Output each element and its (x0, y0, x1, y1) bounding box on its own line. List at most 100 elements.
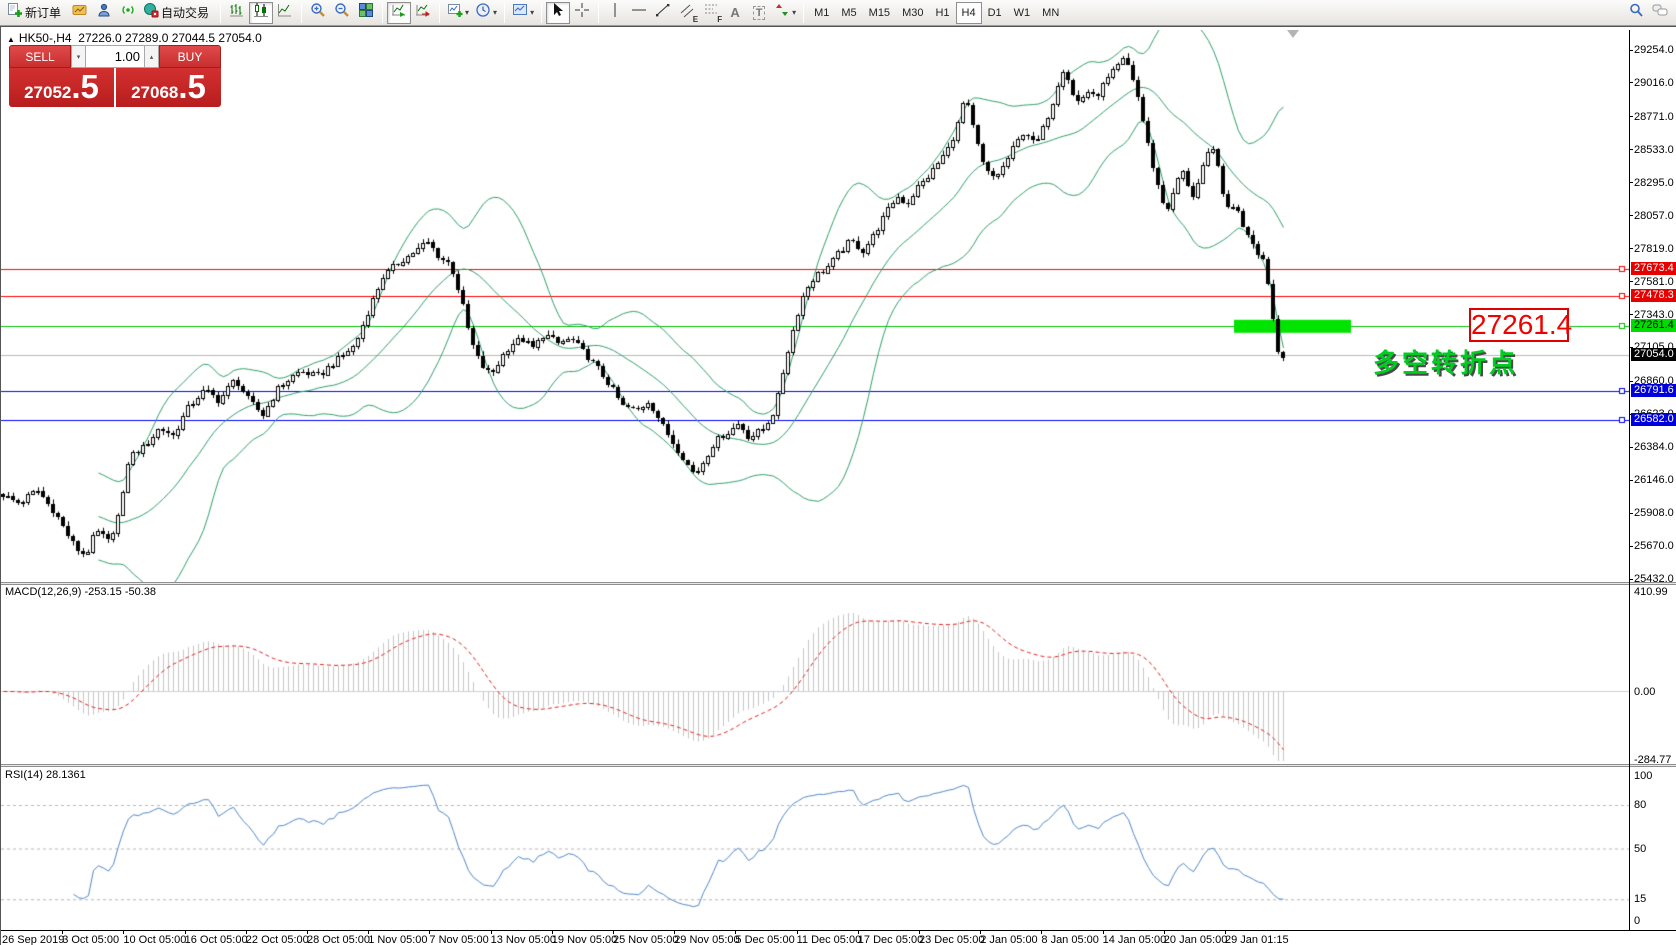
turning-point-note[interactable]: 多空转折点 (1373, 348, 1519, 378)
price-axis-tickmark (1629, 248, 1633, 250)
price-axis-label: 27819.0 (1634, 242, 1674, 255)
time-axis-tickmark (307, 931, 308, 934)
time-axis-label: 5 Dec 05:00 (735, 934, 795, 945)
tf-mn[interactable]: MN (1042, 6, 1060, 19)
time-axis[interactable]: 26 Sep 2019 3 Oct 05:00 10 Oct 05:00 16 Oct… (1, 930, 1676, 945)
price-callout-annotation[interactable]: 27261.4 (1469, 308, 1573, 342)
zoom-out-button[interactable] (330, 2, 354, 24)
channel-letter: E (692, 14, 699, 24)
price-axis-label: 29016.0 (1634, 76, 1674, 89)
tf-m15[interactable]: M15 (868, 6, 891, 19)
buy-price-button[interactable]: 27068.5 (116, 68, 221, 107)
tile-windows-icon (358, 2, 374, 23)
price-axis-label: 25908.0 (1634, 507, 1674, 520)
rsi-axis-label: 15 (1634, 893, 1647, 906)
tf-m1[interactable]: M1 (814, 6, 830, 19)
level-price-badge: 27261.4 (1631, 319, 1676, 333)
bar-chart-icon (229, 2, 245, 23)
time-axis-label: 11 Dec 05:00 (796, 934, 862, 945)
tf-h1[interactable]: H1 (935, 6, 950, 19)
buy-price-main: 27068 (131, 83, 179, 102)
buy-button[interactable]: BUY (159, 45, 221, 68)
pane-splitter[interactable] (1, 582, 1676, 585)
signals-button[interactable] (116, 2, 140, 24)
tf-m30[interactable]: M30 (902, 6, 924, 19)
price-axis-label: 28771.0 (1634, 110, 1674, 123)
pane-splitter[interactable] (1, 764, 1676, 767)
time-axis-tickmark (123, 931, 125, 934)
time-axis-tickmark (1163, 931, 1165, 934)
macd-canvas[interactable] (1, 585, 1629, 764)
candlestick-chart-button[interactable] (249, 1, 274, 24)
tf-h4[interactable]: H4 (955, 1, 982, 24)
volume-down-button[interactable]: ▾ (71, 45, 86, 68)
auto-scroll-button[interactable] (387, 1, 412, 24)
dropdown-arrow-icon: ▾ (493, 8, 498, 17)
price-axis-tickmark (1629, 545, 1633, 547)
tf-m5[interactable]: M5 (841, 6, 857, 19)
fibonacci-button[interactable]: F (699, 2, 723, 24)
timeframe-group: M1 M5 M15 M30 H1 H4 D1 W1 MN (808, 0, 1065, 26)
crosshair-button[interactable] (570, 2, 594, 24)
price-axis-label: 29254.0 (1634, 44, 1674, 56)
sell-price-button[interactable]: 27052.5 (9, 68, 114, 107)
fibonacci-icon (703, 2, 719, 23)
sell-button[interactable]: SELL (9, 45, 71, 68)
chart-shift-button[interactable] (411, 2, 435, 24)
volume-up-button[interactable]: ▴ (144, 45, 159, 68)
channel-button[interactable]: E (675, 2, 699, 24)
new-chart-button[interactable]: ▾ (444, 2, 472, 24)
price-axis-label: 27343.0 (1634, 308, 1674, 321)
auto-trading-button[interactable]: 自动交易 (140, 2, 216, 24)
rsi-indicator-label: RSI(14) 28.1361 (5, 769, 86, 781)
cursor-button[interactable] (546, 1, 571, 24)
vertical-line-button[interactable] (603, 2, 627, 24)
price-axis-tickmark (1629, 380, 1633, 382)
time-axis-label: 29 Nov 05:00 (674, 934, 740, 945)
templates-button[interactable]: ▾ (509, 2, 537, 24)
periods-button[interactable]: ▾ (472, 2, 500, 24)
fibo-letter: F (717, 14, 723, 24)
price-chart-canvas[interactable] (1, 30, 1629, 582)
time-axis-label: 8 Jan 05:00 (1041, 934, 1099, 945)
tf-w1[interactable]: W1 (1013, 6, 1031, 19)
new-order-button[interactable]: 新订单 (4, 2, 68, 24)
tile-windows-button[interactable] (354, 2, 378, 24)
time-axis-label: 17 Dec 05:00 (857, 934, 924, 945)
level-price-badge: 26582.0 (1631, 413, 1676, 427)
search-button[interactable] (1624, 2, 1648, 24)
chat-button[interactable] (1648, 2, 1672, 24)
text-button[interactable]: A (723, 2, 747, 24)
time-axis-label: 26 Sep 2019 (2, 934, 65, 945)
time-axis-tickmark (919, 931, 920, 934)
template-icon (512, 2, 528, 23)
collapse-arrow-icon[interactable]: ▲ (7, 35, 15, 44)
zoom-in-button[interactable] (306, 2, 330, 24)
zoom-in-icon (310, 2, 326, 23)
tf-d1[interactable]: D1 (987, 6, 1002, 19)
price-axis-tickmark (1629, 578, 1633, 580)
text-icon: A (730, 5, 740, 20)
arrows-button[interactable]: ▾ (771, 2, 799, 24)
price-axis-tickmark (1629, 346, 1633, 348)
horizontal-line-button[interactable] (627, 2, 651, 24)
time-axis-tickmark (857, 931, 859, 934)
horizontal-line-icon (631, 2, 647, 23)
text-label-button[interactable]: T (747, 2, 771, 24)
profiles-button[interactable] (68, 2, 92, 24)
market-watch-button[interactable] (92, 2, 116, 24)
chart-shift-icon (415, 2, 431, 23)
time-axis-label: 16 Oct 05:00 (184, 934, 248, 945)
price-axis-label: 25670.0 (1634, 540, 1674, 553)
trendline-button[interactable] (651, 2, 675, 24)
bar-chart-button[interactable] (225, 2, 249, 24)
scroll-marker-icon[interactable] (1287, 30, 1299, 38)
time-axis-tickmark (980, 931, 982, 934)
symbol-ohlc-bar: ▲ HK50-,H4 27226.0 27289.0 27044.5 27054.… (7, 31, 262, 45)
level-price-badge: 27478.3 (1631, 289, 1676, 303)
volume-input[interactable]: 1.00 (86, 45, 144, 68)
line-chart-button[interactable] (273, 2, 297, 24)
time-axis-tickmark (1225, 931, 1226, 934)
price-axis-tickmark (1629, 281, 1633, 283)
rsi-canvas[interactable] (1, 767, 1629, 930)
